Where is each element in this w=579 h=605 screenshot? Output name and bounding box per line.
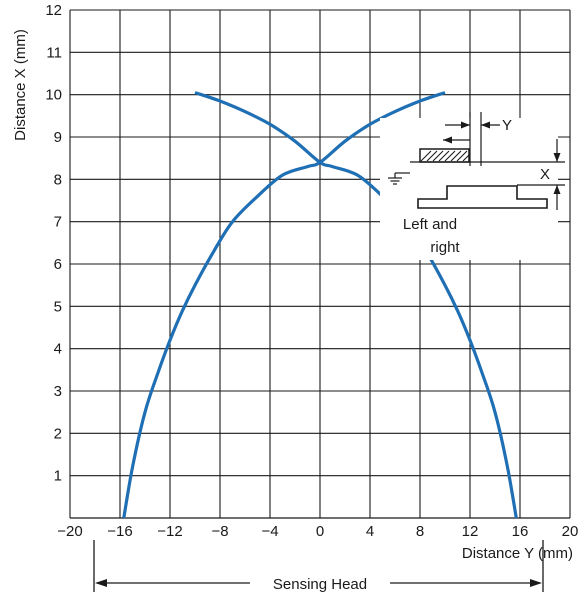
x-tick-label: −8 [211, 523, 228, 540]
y-tick-label: 11 [46, 44, 62, 61]
y-tick-label: 2 [54, 425, 62, 442]
y-tick-label: 7 [54, 214, 62, 231]
y-tick-label: 12 [45, 2, 62, 19]
series-curve-left-start [122, 91, 446, 519]
y-tick-label: 9 [54, 129, 62, 146]
inset-label-line2: right [430, 239, 460, 256]
target-hatch [420, 150, 470, 162]
inset-diagram: Y X Left and right [380, 112, 565, 260]
sensing-head-label: Sensing Head [273, 576, 367, 593]
y-tick-label: 4 [54, 341, 62, 358]
x-tick-label: 12 [462, 523, 479, 540]
x-tick-label: 0 [316, 523, 324, 540]
inset-x-symbol: X [540, 166, 550, 183]
x-tick-label: 8 [416, 523, 424, 540]
y-tick-label: 1 [54, 468, 62, 485]
sensing-head-body [417, 185, 548, 209]
y-axis-title: Distance X (mm) [12, 29, 29, 141]
inset-y-symbol: Y [502, 117, 512, 134]
x-tick-label: 4 [366, 523, 374, 540]
x-tick-label: −16 [107, 523, 132, 540]
x-tick-label: −20 [57, 523, 82, 540]
inset-label-line1: Left and [403, 216, 457, 233]
y-tick-label: 5 [54, 298, 62, 315]
y-tick-label: 8 [54, 171, 62, 188]
y-tick-label: 6 [54, 256, 62, 273]
grid [69, 9, 571, 519]
sensing-head-bracket [93, 540, 544, 592]
x-tick-label: 16 [512, 523, 529, 540]
x-tick-label: −12 [157, 523, 182, 540]
x-tick-label: −4 [261, 523, 278, 540]
x-axis-title: Distance Y (mm) [462, 545, 573, 562]
y-tick-label: 3 [54, 383, 62, 400]
y-tick-label: 10 [45, 87, 62, 104]
x-tick-label: 20 [562, 523, 579, 540]
